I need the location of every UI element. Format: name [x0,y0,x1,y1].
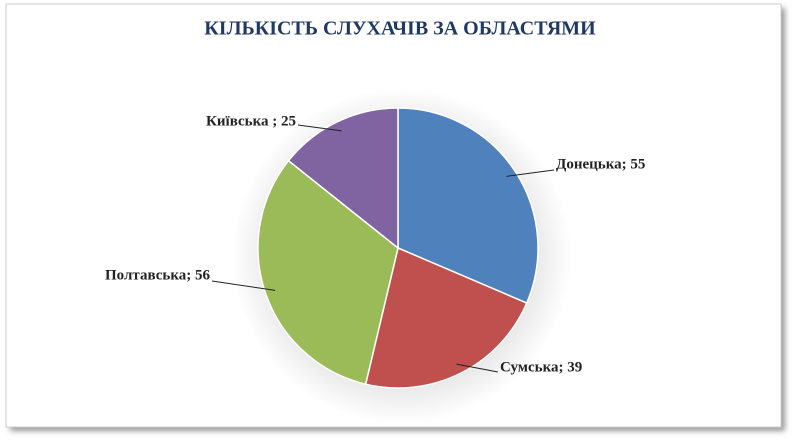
chart-title: КІЛЬКІСТЬ СЛУХАЧІВ ЗА ОБЛАСТЯМИ [204,18,596,40]
leader-line [506,169,555,177]
pie-slice [397,107,539,305]
pie-slice [257,159,399,386]
data-label: Сумська; 39 [500,359,582,375]
leader-line [211,280,276,291]
data-label: Полтавська; 56 [105,267,210,283]
leader-line [297,124,342,132]
data-label: Київська ; 25 [206,113,296,129]
pie-slice [364,246,528,389]
pie-slice [287,107,399,250]
leader-line [456,363,499,373]
data-label: Донецька; 55 [556,156,645,172]
